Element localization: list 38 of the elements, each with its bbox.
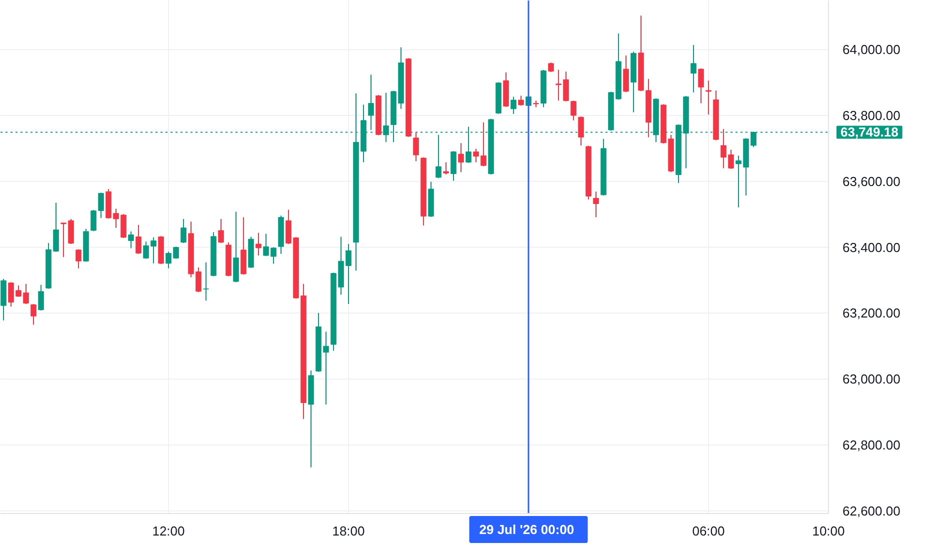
candlestick xyxy=(233,211,239,283)
candlestick xyxy=(578,116,584,146)
candlestick xyxy=(76,248,82,269)
y-tick-label: 63,200.00 xyxy=(842,306,900,321)
candlestick xyxy=(30,303,36,326)
candlestick xyxy=(698,68,704,104)
y-tick-label: 62,600.00 xyxy=(842,503,900,518)
candlestick xyxy=(443,162,449,175)
y-tick-label: 62,800.00 xyxy=(842,437,900,452)
candlestick xyxy=(458,142,464,173)
candlestick xyxy=(180,218,186,244)
y-tick-label: 63,800.00 xyxy=(842,108,900,123)
candlestick xyxy=(436,134,442,179)
x-tick-label: 18:00 xyxy=(332,524,365,538)
candlestick xyxy=(570,100,576,121)
x-tick-label: 12:00 xyxy=(152,524,185,538)
candlestick xyxy=(690,44,696,93)
candlestick xyxy=(510,96,516,114)
candlestick xyxy=(136,224,142,254)
candlestick xyxy=(623,55,629,93)
candlestick xyxy=(38,284,44,312)
candlestick xyxy=(450,150,456,182)
candlestick xyxy=(256,232,262,256)
candlestick xyxy=(548,62,554,72)
y-tick-label: 63,000.00 xyxy=(842,372,900,387)
y-tick-label: 63,400.00 xyxy=(842,240,900,255)
candlestick xyxy=(706,80,712,115)
candlestick xyxy=(413,132,419,162)
candlestick xyxy=(218,218,224,244)
candlestick xyxy=(128,230,134,249)
ref-line-label: 29 Jul '26 00:00 xyxy=(479,522,574,537)
y-tick-label: 64,000.00 xyxy=(842,42,900,58)
x-tick-label: 10:00 xyxy=(812,524,845,538)
ref-line-label: 63,749.18 xyxy=(840,124,898,140)
y-tick-label: 63,600.00 xyxy=(842,174,900,189)
candlestick xyxy=(593,191,599,218)
candlestick xyxy=(203,262,209,302)
x-tick-label: 06:00 xyxy=(692,524,725,538)
